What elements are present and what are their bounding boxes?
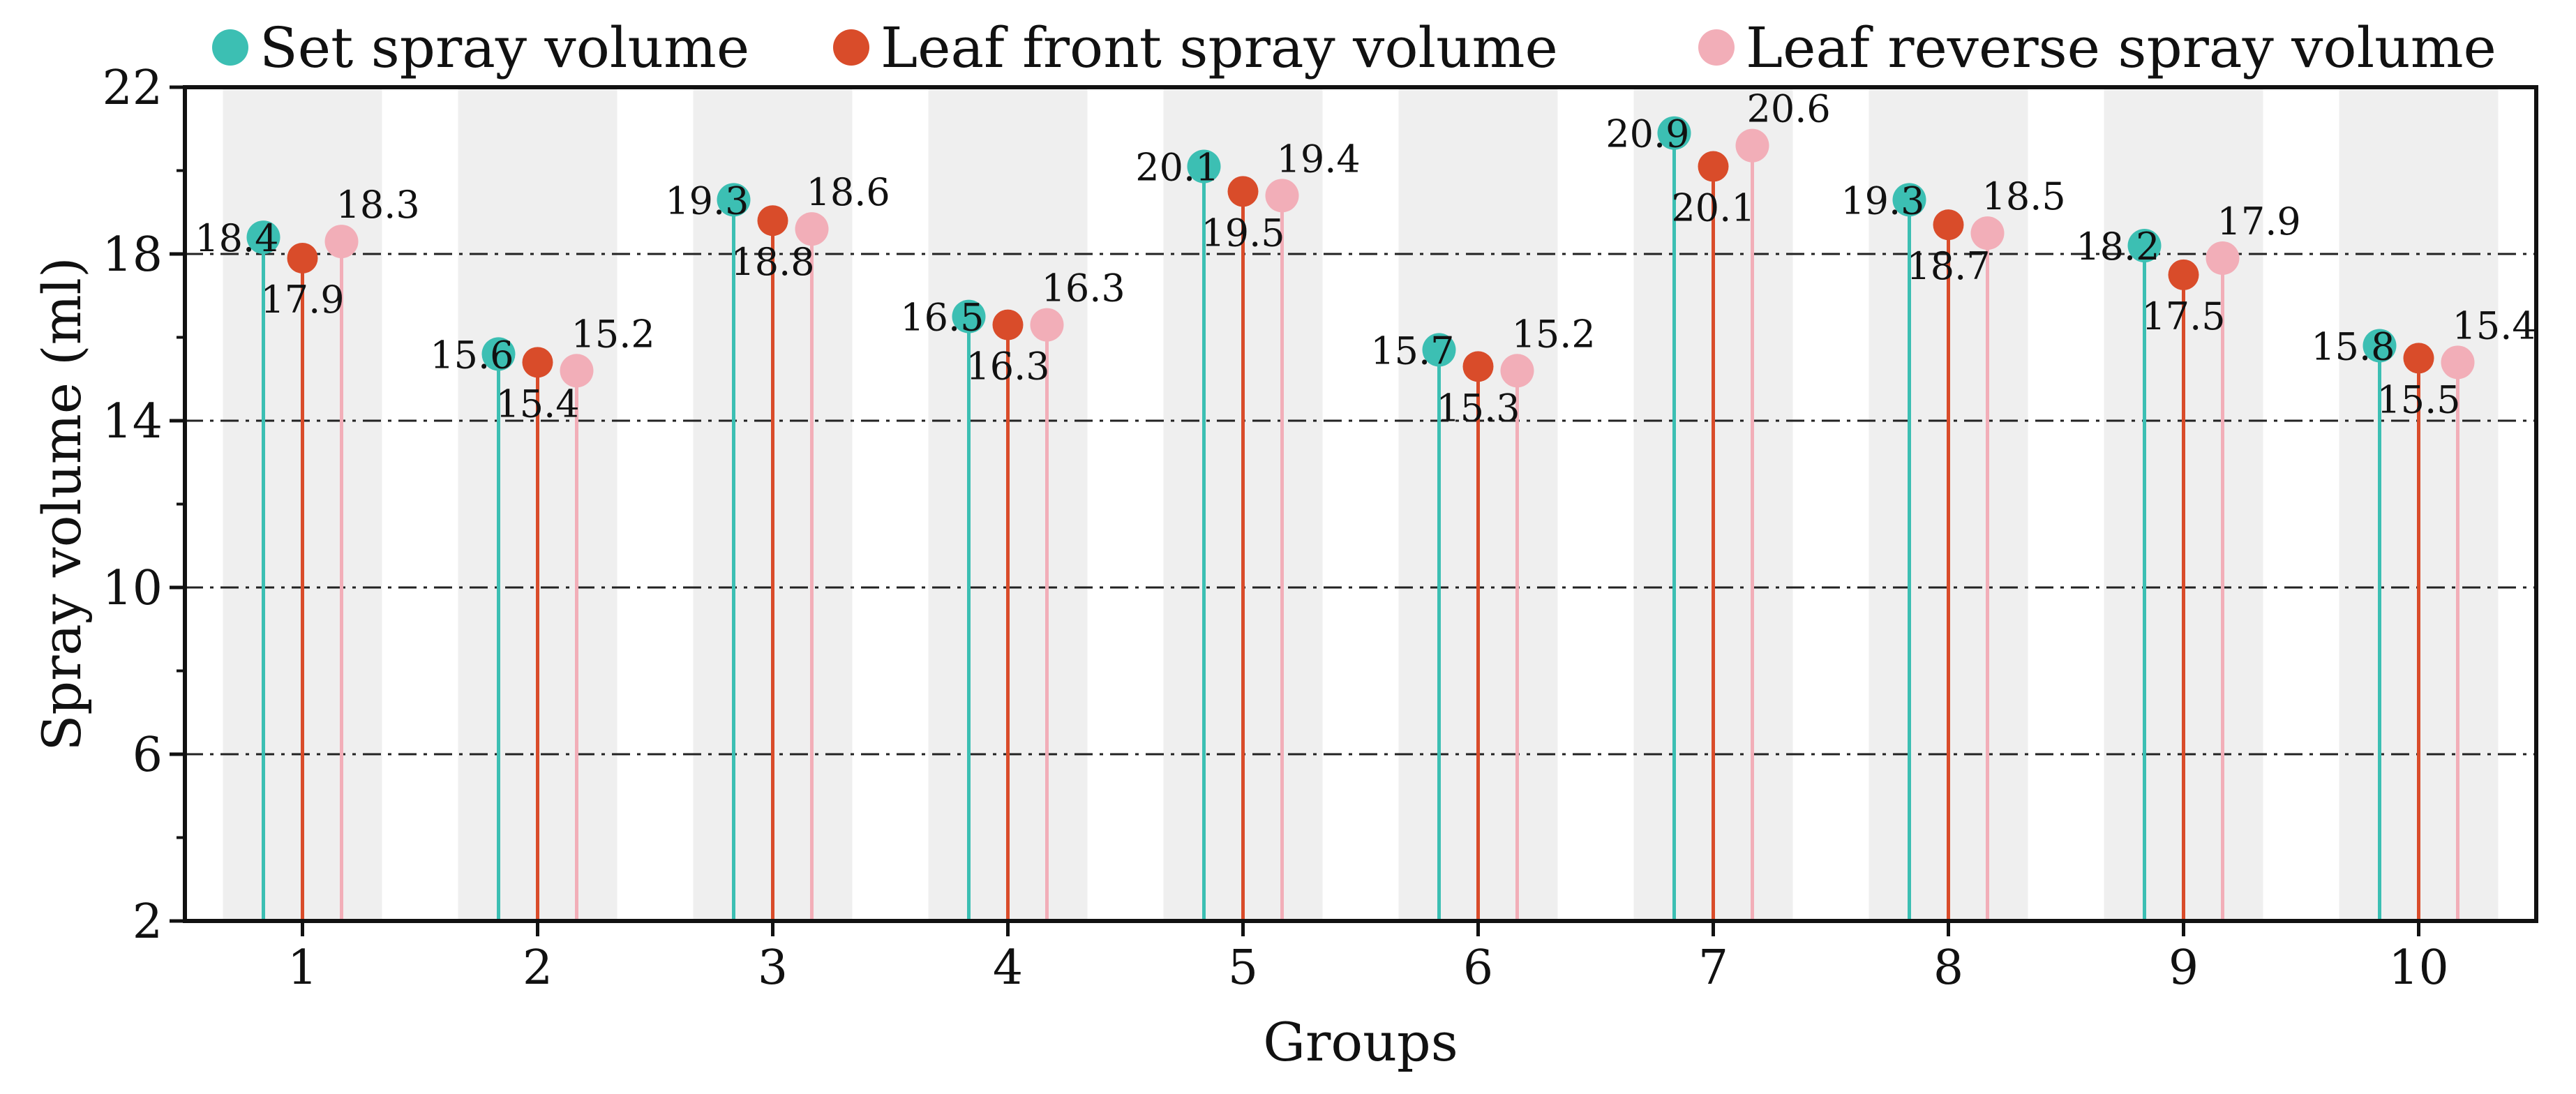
marker-leaf-front-spray-volume-7: [1698, 151, 1729, 182]
data-label-leaf-reverse-spray-volume-4: 16.3: [1042, 267, 1125, 310]
data-label-leaf-reverse-spray-volume-2: 15.2: [571, 312, 655, 356]
x-tick-label-5: 5: [1228, 941, 1258, 996]
marker-leaf-reverse-spray-volume-2: [560, 354, 594, 388]
data-label-leaf-front-spray-volume-10: 15.5: [2376, 377, 2460, 421]
marker-set-spray-volume-9: [2127, 229, 2162, 263]
marker-leaf-front-spray-volume-5: [1227, 176, 1259, 207]
data-label-leaf-reverse-spray-volume-7: 20.6: [1747, 87, 1831, 131]
data-stems: [246, 116, 2475, 921]
group-bands: [223, 87, 2499, 921]
marker-leaf-reverse-spray-volume-3: [795, 212, 829, 246]
marker-leaf-front-spray-volume-6: [1462, 351, 1494, 382]
y-tick-label-6: 6: [133, 728, 163, 783]
marker-set-spray-volume-7: [1657, 116, 1691, 150]
marker-leaf-reverse-spray-volume-1: [324, 225, 359, 259]
legend-label-leaf-front-spray-volume: Leaf front spray volume: [881, 15, 1558, 80]
marker-leaf-reverse-spray-volume-6: [1500, 354, 1534, 388]
data-label-leaf-reverse-spray-volume-5: 19.4: [1277, 137, 1361, 181]
data-label-set-spray-volume-6: 15.7: [1370, 329, 1454, 373]
marker-leaf-front-spray-volume-8: [1933, 209, 1964, 241]
marker-set-spray-volume-10: [2362, 329, 2397, 363]
legend-marker-leaf-reverse-spray-volume: [1698, 29, 1735, 66]
x-axis-title: Groups: [1263, 1011, 1458, 1073]
legend-label-leaf-reverse-spray-volume: Leaf reverse spray volume: [1746, 15, 2496, 80]
x-tick-label-9: 9: [2169, 941, 2199, 996]
marker-leaf-front-spray-volume-2: [522, 347, 553, 378]
data-labels: 18.4 17.9 18.3 15.6 15.4 15.2 19.3 18.8 18.6 16.5…: [195, 87, 2536, 430]
data-label-leaf-reverse-spray-volume-1: 18.3: [336, 183, 420, 227]
data-label-leaf-front-spray-volume-1: 17.9: [260, 278, 344, 322]
y-tick-label-2: 2: [133, 894, 163, 950]
data-label-set-spray-volume-1: 18.4: [195, 216, 278, 260]
marker-leaf-front-spray-volume-1: [287, 242, 318, 274]
data-label-leaf-reverse-spray-volume-9: 17.9: [2217, 200, 2301, 243]
marker-leaf-reverse-spray-volume-4: [1030, 308, 1064, 342]
data-label-set-spray-volume-5: 20.1: [1135, 146, 1219, 190]
data-label-leaf-front-spray-volume-3: 18.8: [731, 240, 814, 284]
x-tick-label-1: 1: [287, 941, 317, 996]
data-label-leaf-front-spray-volume-5: 19.5: [1201, 211, 1285, 255]
marker-set-spray-volume-6: [1422, 333, 1456, 367]
x-tick-label-8: 8: [1933, 941, 1963, 996]
x-tick-label-2: 2: [523, 941, 553, 996]
x-tick-label-4: 4: [993, 941, 1023, 996]
data-label-leaf-front-spray-volume-8: 18.7: [1906, 244, 1990, 288]
marker-set-spray-volume-8: [1892, 183, 1926, 217]
marker-set-spray-volume-3: [717, 183, 751, 217]
data-label-leaf-front-spray-volume-9: 17.5: [2141, 294, 2225, 338]
data-label-set-spray-volume-2: 15.6: [430, 333, 514, 377]
marker-leaf-reverse-spray-volume-8: [1970, 216, 2005, 250]
marker-leaf-reverse-spray-volume-5: [1265, 179, 1299, 213]
marker-leaf-front-spray-volume-10: [2403, 343, 2434, 374]
data-label-leaf-reverse-spray-volume-8: 18.5: [1982, 174, 2066, 218]
marker-set-spray-volume-4: [952, 299, 986, 334]
data-label-leaf-front-spray-volume-7: 20.1: [1671, 186, 1755, 230]
marker-leaf-front-spray-volume-9: [2168, 259, 2199, 290]
data-label-set-spray-volume-3: 19.3: [665, 179, 749, 223]
data-label-set-spray-volume-10: 15.8: [2311, 324, 2395, 368]
data-label-leaf-reverse-spray-volume-10: 15.4: [2453, 304, 2536, 347]
data-label-set-spray-volume-9: 18.2: [2076, 225, 2159, 269]
axis-ticks: 2 6 10 14 18 22 1 2 3 4 5 6 7 8 9 10: [102, 61, 2448, 996]
y-tick-label-14: 14: [102, 394, 163, 449]
data-label-set-spray-volume-8: 19.3: [1841, 179, 1924, 223]
marker-leaf-reverse-spray-volume-10: [2441, 345, 2475, 380]
legend: Set spray volume Leaf front spray volume L…: [212, 15, 2496, 80]
data-label-set-spray-volume-7: 20.9: [1605, 112, 1689, 156]
marker-leaf-reverse-spray-volume-9: [2206, 241, 2240, 275]
marker-set-spray-volume-2: [481, 337, 516, 371]
marker-set-spray-volume-1: [246, 220, 280, 255]
marker-set-spray-volume-5: [1187, 149, 1221, 183]
legend-marker-leaf-front-spray-volume: [833, 29, 869, 66]
marker-leaf-reverse-spray-volume-7: [1735, 128, 1769, 163]
y-axis-title: Spray volume (ml): [31, 257, 93, 751]
legend-marker-set-spray-volume: [212, 29, 248, 66]
y-tick-label-18: 18: [102, 227, 163, 283]
x-tick-label-3: 3: [758, 941, 788, 996]
x-tick-label-7: 7: [1698, 941, 1728, 996]
data-label-set-spray-volume-4: 16.5: [900, 296, 984, 340]
data-label-leaf-front-spray-volume-4: 16.3: [966, 345, 1049, 389]
y-tick-label-22: 22: [102, 61, 163, 116]
legend-label-set-spray-volume: Set spray volume: [260, 15, 749, 80]
x-tick-label-6: 6: [1463, 941, 1493, 996]
data-label-leaf-reverse-spray-volume-3: 18.6: [807, 170, 890, 214]
data-label-leaf-reverse-spray-volume-6: 15.2: [1512, 312, 1596, 356]
data-label-leaf-front-spray-volume-6: 15.3: [1436, 386, 1520, 430]
marker-leaf-front-spray-volume-4: [992, 309, 1024, 340]
marker-leaf-front-spray-volume-3: [757, 205, 788, 237]
data-label-leaf-front-spray-volume-2: 15.4: [495, 382, 579, 426]
y-tick-label-10: 10: [102, 561, 163, 616]
x-tick-label-10: 10: [2388, 941, 2449, 996]
